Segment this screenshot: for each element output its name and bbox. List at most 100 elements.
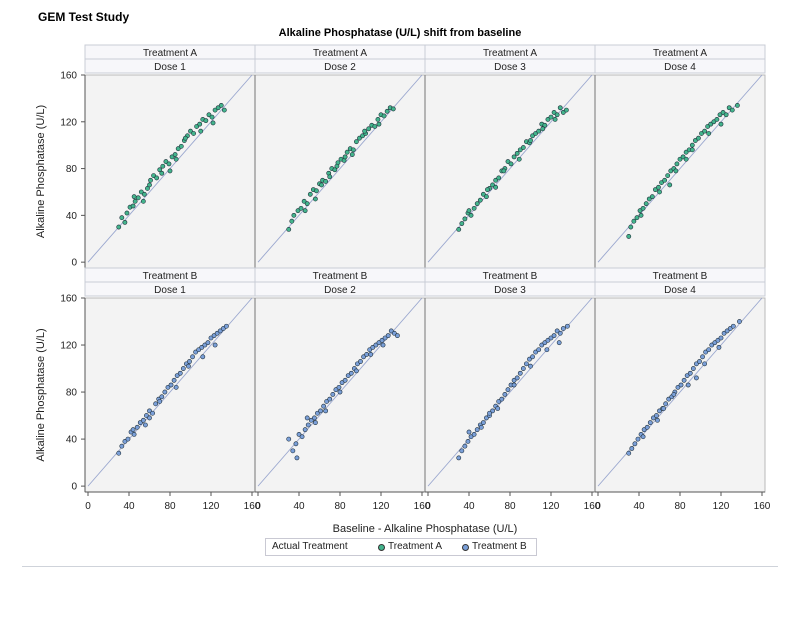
data-point xyxy=(314,188,319,194)
data-point xyxy=(134,424,140,430)
data-point xyxy=(456,226,462,232)
x-tick-label: 80 xyxy=(674,501,686,512)
data-point xyxy=(323,179,329,184)
data-point xyxy=(142,422,148,428)
data-point xyxy=(157,167,163,173)
data-point xyxy=(684,373,690,378)
data-point xyxy=(480,420,486,426)
data-point xyxy=(144,413,149,418)
data-point xyxy=(312,196,318,202)
data-point xyxy=(626,450,632,456)
data-point xyxy=(554,328,560,334)
data-point xyxy=(391,330,397,336)
panel-treatment-label: Treatment A xyxy=(483,48,537,59)
data-point xyxy=(705,124,711,129)
reference-line xyxy=(257,74,423,263)
legend-label-treatment-a: Treatment A xyxy=(388,541,443,552)
data-point xyxy=(124,210,130,216)
data-point xyxy=(545,117,551,122)
data-point xyxy=(511,377,517,383)
data-point xyxy=(135,195,141,201)
data-point xyxy=(150,410,155,416)
data-point xyxy=(560,326,566,331)
data-point xyxy=(514,375,520,381)
data-point xyxy=(182,135,188,141)
data-point xyxy=(154,175,160,181)
data-point xyxy=(712,340,718,346)
data-point xyxy=(548,335,554,341)
data-point xyxy=(198,128,204,134)
panel-treatment-label: Treatment B xyxy=(313,271,368,282)
data-point xyxy=(560,110,566,115)
data-point xyxy=(726,105,732,111)
data-point xyxy=(631,218,637,224)
data-point xyxy=(174,373,180,378)
x-tick-label: 120 xyxy=(373,501,390,512)
data-point xyxy=(339,380,345,386)
panel-dose-label: Dose 3 xyxy=(494,285,526,296)
data-point xyxy=(496,399,502,404)
x-tick-label: 40 xyxy=(463,501,475,512)
data-point xyxy=(217,328,223,334)
data-point xyxy=(737,319,742,324)
data-point xyxy=(344,149,350,155)
data-point xyxy=(638,212,644,218)
data-point xyxy=(327,396,333,402)
data-point xyxy=(295,208,301,214)
data-point xyxy=(212,107,218,113)
data-point xyxy=(296,431,302,437)
x-tick-label: 0 xyxy=(85,501,91,512)
data-point xyxy=(723,112,729,118)
data-point xyxy=(643,201,649,207)
panel-dose-label: Dose 4 xyxy=(664,285,696,296)
data-point xyxy=(654,413,659,418)
data-point xyxy=(715,337,721,343)
legend-label-treatment-b: Treatment B xyxy=(472,541,527,552)
data-point xyxy=(474,427,480,433)
data-point xyxy=(357,135,362,141)
panel-header-dose xyxy=(594,58,766,74)
data-point xyxy=(528,138,533,143)
data-point xyxy=(119,443,125,449)
data-point xyxy=(557,105,563,111)
data-point xyxy=(390,106,396,112)
panel-treatment-label: Treatment B xyxy=(483,271,538,282)
data-point xyxy=(211,333,217,339)
data-point xyxy=(637,208,643,214)
data-point xyxy=(711,119,717,125)
data-point xyxy=(312,420,318,426)
panel-plot-area xyxy=(254,74,426,269)
data-point xyxy=(557,330,563,336)
data-point xyxy=(663,401,669,407)
data-point xyxy=(706,347,712,353)
data-point xyxy=(293,441,299,447)
data-point xyxy=(668,168,674,174)
data-point xyxy=(308,417,314,423)
data-point xyxy=(678,382,684,388)
y-axis-label: Alkaline Phosphatase (U/L) xyxy=(35,105,47,238)
data-point xyxy=(305,422,311,428)
data-point xyxy=(153,401,159,407)
data-point xyxy=(667,182,673,188)
data-point xyxy=(380,342,386,348)
data-point xyxy=(508,161,514,167)
data-point xyxy=(364,352,370,357)
x-tick-label: 160 xyxy=(244,501,261,512)
y-tick-label: 160 xyxy=(60,294,77,305)
data-point xyxy=(671,392,677,397)
data-point xyxy=(462,443,468,449)
data-point xyxy=(533,131,539,136)
data-point xyxy=(147,408,152,414)
data-point xyxy=(505,159,511,164)
data-point xyxy=(556,340,562,346)
data-point xyxy=(175,146,181,152)
data-point xyxy=(336,384,342,390)
data-point xyxy=(485,187,490,193)
data-point xyxy=(286,226,292,232)
data-point xyxy=(221,107,227,113)
chart-title: Alkaline Phosphatase (U/L) shift from ba… xyxy=(278,27,522,39)
data-point xyxy=(536,347,542,353)
data-point xyxy=(298,205,304,211)
data-point xyxy=(661,406,666,411)
x-tick-label: 120 xyxy=(203,501,220,512)
